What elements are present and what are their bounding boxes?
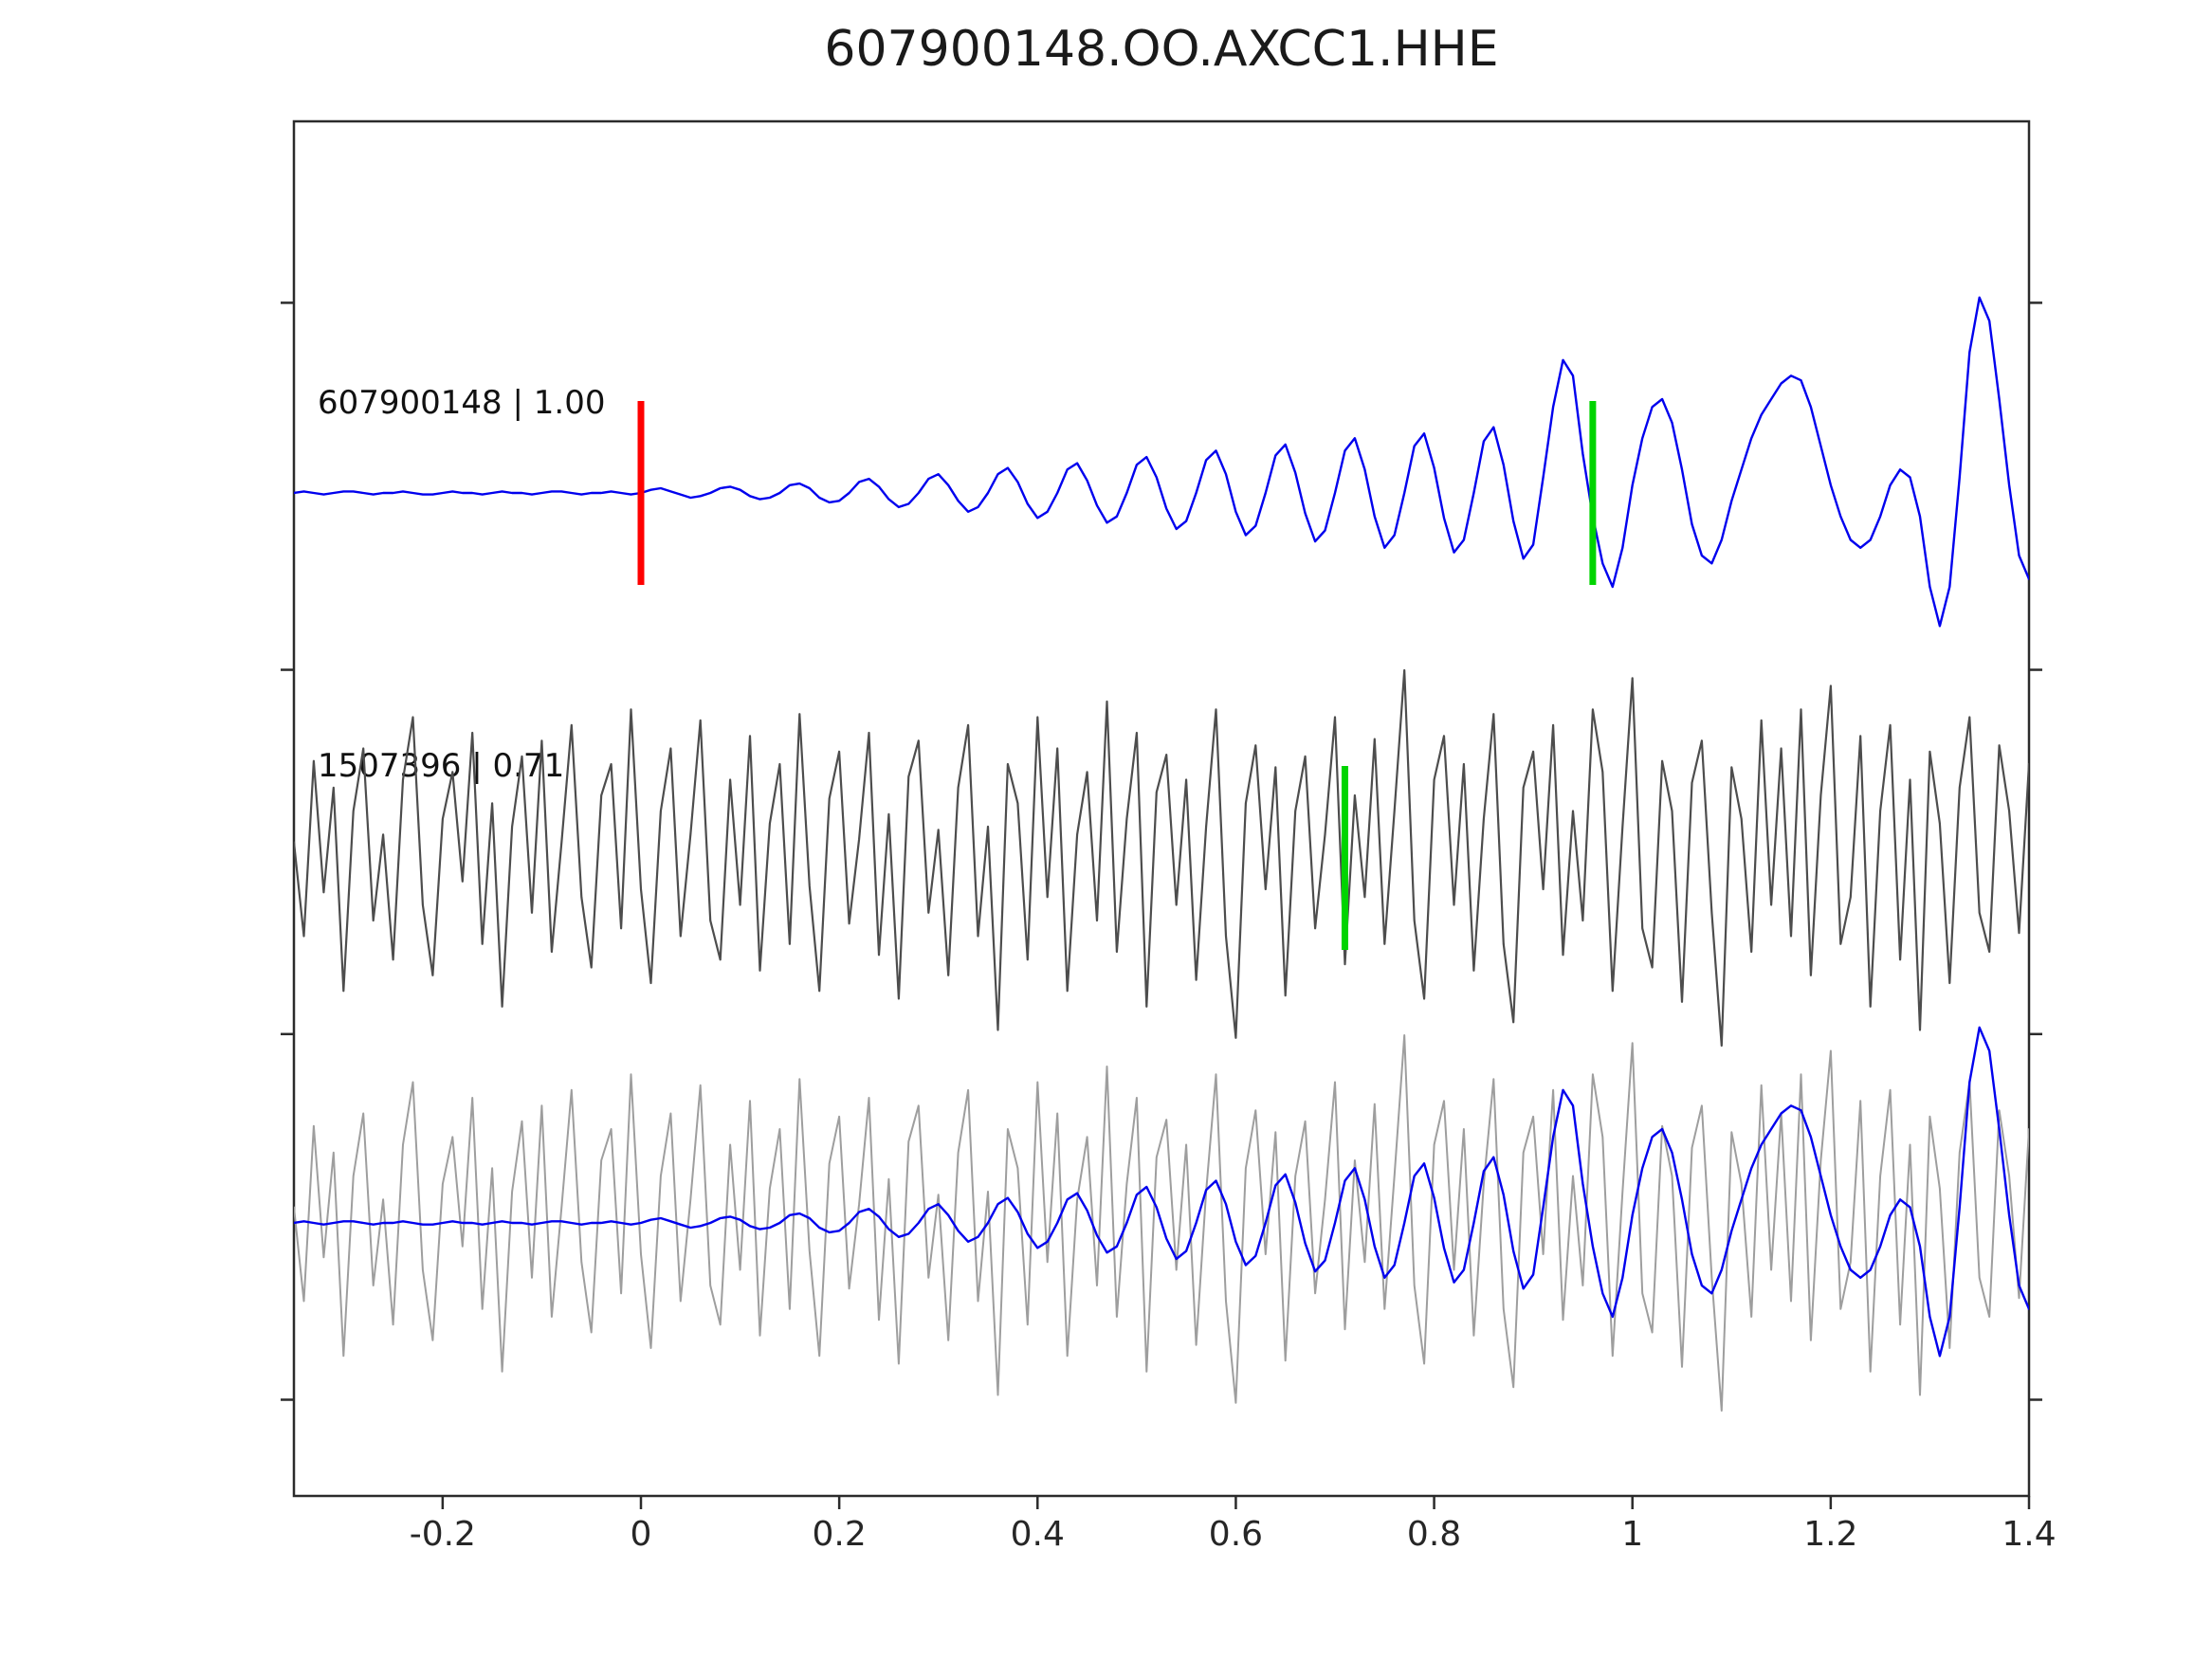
x-tick-label: 0.4 [1010,1515,1065,1554]
x-tick-label: 1.2 [1803,1515,1858,1554]
trace-overlay-template [294,1026,2029,1358]
x-tick-label: 0.2 [812,1515,867,1554]
x-tick-label: 0.6 [1208,1515,1264,1554]
trace-label-template: 607900148 | 1.00 [318,384,606,422]
x-tick-label: -0.2 [409,1515,476,1554]
plot-title: 607900148.OO.AXCC1.HHE [824,21,1499,78]
trace-template-607900148 [294,296,2029,628]
x-tick-label: 0.8 [1406,1515,1462,1554]
trace-overlay-detection [294,1034,2029,1412]
x-tick-label: 0 [630,1515,652,1554]
axes-box [292,119,2031,1498]
trace-detection-1507396 [294,668,2029,1048]
x-tick-label: 1 [1621,1515,1644,1554]
x-tick-label: 1.4 [2002,1515,2057,1554]
